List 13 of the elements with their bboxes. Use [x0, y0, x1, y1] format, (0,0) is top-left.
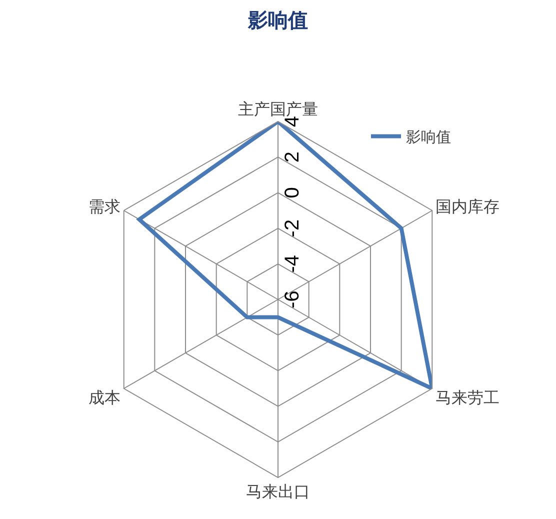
spoke-label: 马来出口: [246, 482, 310, 502]
y-tick-label: 0: [282, 187, 304, 198]
legend-label: 影响值: [406, 128, 451, 146]
spoke-label: 马来劳工: [435, 388, 500, 408]
chart-title: 影响值: [247, 8, 308, 32]
y-tick-label: 4: [282, 116, 304, 128]
spoke-label: 国内库存: [435, 196, 500, 216]
y-tick-label: 2: [282, 152, 304, 163]
y-tick-label: -2: [282, 219, 304, 238]
y-tick-label: -6: [282, 290, 304, 308]
spoke-label: 成本: [88, 388, 121, 408]
y-tick-label: -4: [282, 255, 304, 273]
spoke-label: 需求: [88, 196, 121, 216]
